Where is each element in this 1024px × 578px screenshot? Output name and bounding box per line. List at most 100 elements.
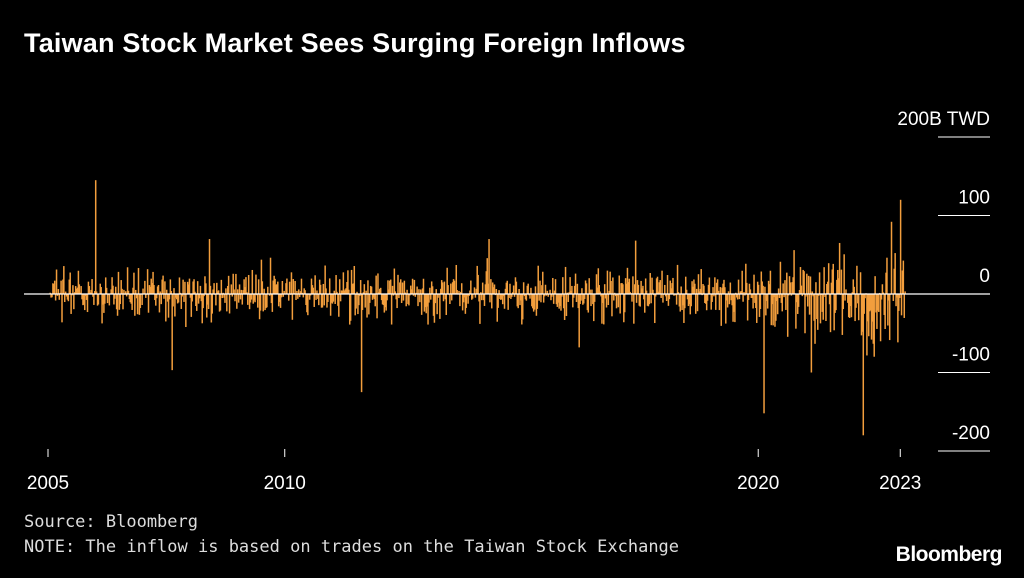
inflow-bar [503,294,506,309]
inflow-bar [758,294,761,317]
inflow-bar [814,294,816,344]
inflow-bar [898,294,900,311]
inflow-bar [854,294,856,322]
inflow-bar [216,282,218,294]
inflow-bar [282,294,285,297]
inflow-bar [364,294,366,308]
inflow-bar [617,294,620,308]
inflow-bar [220,279,223,294]
inflow-bar [331,294,334,304]
inflow-bar [642,285,644,294]
inflow-bar [830,282,833,294]
inflow-bar [648,294,651,305]
inflow-bar [320,294,323,308]
inflow-bar [875,294,877,313]
inflow-bar [144,280,146,294]
inflow-bar [780,294,783,303]
inflow-bar [714,277,716,294]
inflow-bar [862,294,865,436]
inflow-bar [512,285,515,294]
x-tick-label: 2020 [737,473,779,494]
inflow-bar [451,282,454,294]
inflow-bar [196,294,198,311]
inflow-bar [405,294,407,307]
inflow-bar [897,294,899,343]
inflow-bar [338,279,341,294]
inflow-bar [263,288,265,294]
inflow-bar [348,289,350,294]
inflow-bar [223,294,225,298]
inflow-bar [837,278,840,294]
inflow-bar [616,294,619,296]
inflow-bar [817,294,819,330]
inflow-bar [486,258,488,294]
inflow-bar [216,291,219,294]
inflow-bar [898,294,901,298]
inflow-bar [246,292,248,294]
inflow-bar [155,294,157,306]
inflow-bar [411,278,414,294]
inflow-bar [470,280,472,294]
inflow-bar [651,277,653,294]
inflow-bar [664,284,666,294]
inflow-bar [70,294,72,314]
inflow-bar [597,268,600,294]
inflow-bar [626,267,629,294]
inflow-bar [433,294,436,323]
inflow-bar [310,278,313,294]
inflow-bar [180,294,183,309]
inflow-bar [159,291,162,294]
inflow-bar [407,294,409,305]
chart-title: Taiwan Stock Market Sees Surging Foreign… [24,28,686,58]
inflow-bar [383,294,386,313]
inflow-bar [895,294,897,307]
inflow-bar [116,294,119,316]
inflow-bar [781,294,783,312]
inflow-bar [745,263,747,294]
inflow-bar [275,284,277,294]
inflow-bar [799,267,802,294]
y-tick-label: 200B TWD [897,109,990,130]
inflow-bar [66,294,69,300]
inflow-bar [261,281,264,294]
inflow-bar [84,294,86,311]
inflow-bar [326,294,328,308]
inflow-bar [224,294,226,303]
inflow-bar [598,285,600,294]
inflow-bar [126,267,129,294]
inflow-bar [64,291,67,294]
inflow-bar [693,279,695,294]
inflow-bar [654,294,657,297]
inflow-bar [605,294,608,308]
inflow-bar [580,294,582,301]
inflow-bar [789,282,792,294]
inflow-bar [105,287,108,294]
inflow-bar [117,271,120,294]
inflow-bar [712,287,714,294]
inflow-bar [403,280,406,294]
inflow-bar [363,284,366,294]
inflow-bar [664,294,667,297]
inflow-bar [375,275,377,294]
inflow-bar [360,294,363,393]
inflow-bar [335,275,337,294]
inflow-bar [717,290,720,294]
inflow-bar [334,294,336,304]
inflow-bar [825,294,827,321]
inflow-bar [505,282,508,294]
inflow-bar [314,275,316,294]
inflow-bar [802,269,804,294]
inflow-bar [836,279,838,294]
inflow-bar [353,265,356,294]
inflow-bar [242,290,244,294]
inflow-bar [355,294,357,309]
inflow-bar [620,283,622,294]
inflow-bar [344,289,346,294]
inflow-bar [410,289,413,294]
inflow-bar [401,282,404,294]
inflow-bar [196,281,199,294]
inflow-bar [516,294,519,307]
inflow-bar [641,288,643,294]
inflow-bar [75,288,78,294]
inflow-bar [803,271,805,294]
